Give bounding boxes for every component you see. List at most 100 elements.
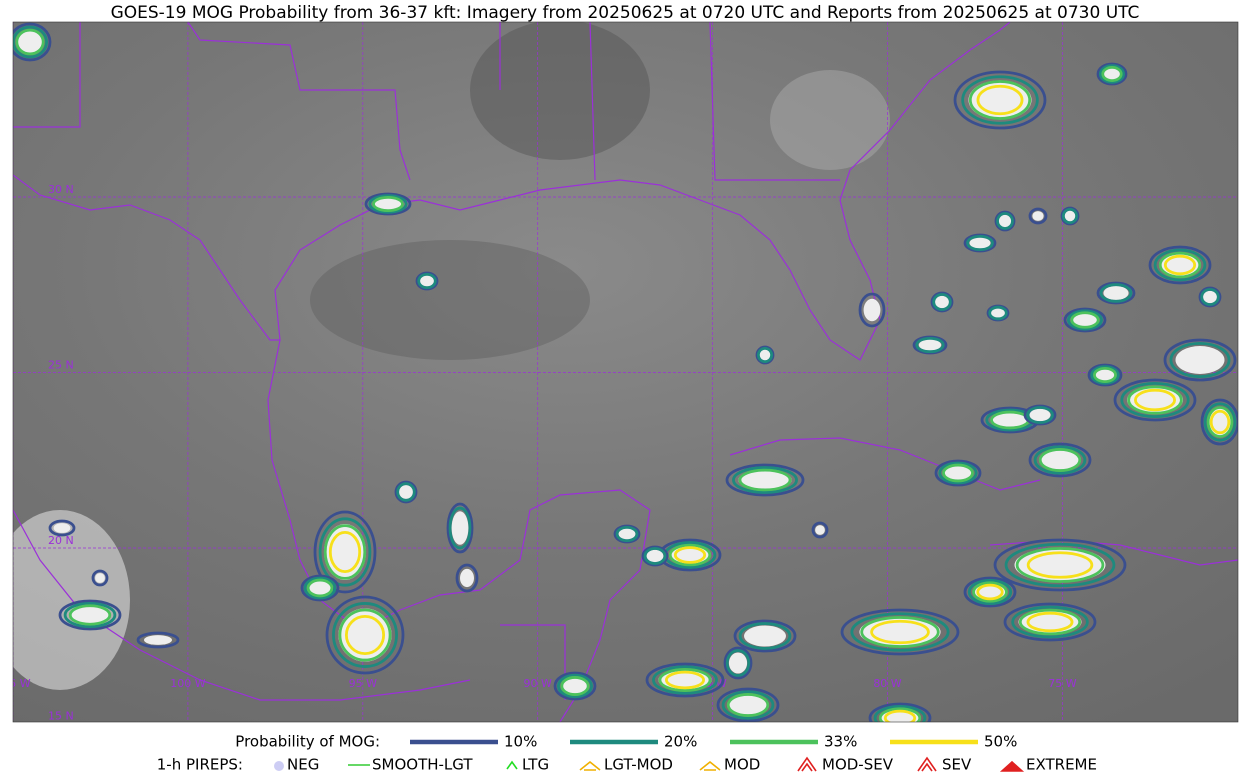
contour [1127,385,1183,415]
contour [668,543,712,567]
contour [448,506,472,550]
contour [738,622,792,650]
contour [673,546,707,564]
cloud-core [69,605,111,625]
cloud-core [618,528,636,540]
cloud-core [451,511,469,545]
map-frame [12,21,1239,723]
contour [372,195,404,212]
lat-label: 20 N [48,534,74,547]
contour [58,599,122,631]
cloud-core [863,298,881,322]
contour [48,519,76,537]
contour [1169,341,1231,378]
contour [368,194,408,214]
contour [446,502,474,554]
contour [1134,388,1177,412]
cloud-core [998,214,1012,228]
cloud-core [53,523,71,533]
pirep-label: EXTREME [1026,756,1097,774]
contour [972,581,1008,603]
contour [953,70,1047,130]
cloud-core [399,485,413,499]
contour [966,234,994,252]
contour [840,608,960,656]
pirep-label: SEV [942,756,972,774]
lat-label: 15 N [48,710,74,723]
lon-label: 105 W [0,677,31,690]
contour [63,601,117,629]
pirep-symbol [699,760,721,771]
contour [932,293,952,311]
contour [976,583,1004,601]
contour [860,616,940,648]
contour [1099,283,1133,303]
contour [1061,207,1079,225]
contour [1004,542,1116,588]
cloud-core [991,308,1005,318]
pirep-label: MOD [724,756,760,774]
contour [13,22,52,62]
contour [318,517,372,587]
legend: Probability of MOG: 10% 20% 33% 50% 1-h PIREP… [157,733,1097,774]
contour [344,614,386,656]
contour [1070,311,1100,329]
cloud-core [969,237,991,249]
contour [976,84,1024,116]
contour [934,459,982,487]
contour [553,671,597,701]
contour [811,521,829,539]
pirep-label: LTG [522,756,549,774]
cloud [770,70,890,170]
contour [1200,398,1238,446]
cloud-core [646,549,664,563]
cloud-core [95,573,105,583]
contour [664,670,706,690]
contour [1098,64,1126,84]
contour [1153,248,1207,282]
pirep-symbol [797,756,817,772]
contour [1063,307,1107,333]
contour [1026,406,1054,424]
pirep-symbol [506,760,518,770]
contour [873,704,927,722]
contour [643,547,667,565]
pirep-symbol [999,760,1025,772]
dry-air [310,240,590,360]
contour [725,649,751,677]
contour [1023,404,1057,426]
contour [394,480,418,504]
contour [1163,338,1237,382]
contour [756,346,774,364]
cloud-core [420,275,434,287]
legend-label: 20% [664,733,697,751]
cloud-core [744,625,786,647]
mog-legend-title: Probability of MOG: [235,733,380,751]
contour [726,693,770,717]
contour [1101,66,1123,83]
contour [1028,207,1048,225]
contour [1200,288,1220,306]
cloud-core [1029,408,1051,422]
contour [942,463,974,483]
contour [1011,605,1089,639]
cloud-core [372,197,404,211]
pirep-symbol [274,761,284,771]
contour [1206,406,1234,438]
cloud-core [990,411,1030,429]
contour [1067,309,1104,331]
contour [91,569,109,587]
contour [993,538,1127,592]
lat-label: 30 N [48,183,74,196]
contour [963,576,1017,608]
contour [868,702,932,722]
contour [325,595,405,675]
title: GOES-19 MOG Probability from 36-37 kft: … [111,3,1140,23]
contour [15,28,45,56]
contour [723,646,753,680]
contour [870,619,930,645]
contour [645,662,725,698]
pirep-label: LGT-MOD [604,756,673,774]
contour [323,524,367,580]
